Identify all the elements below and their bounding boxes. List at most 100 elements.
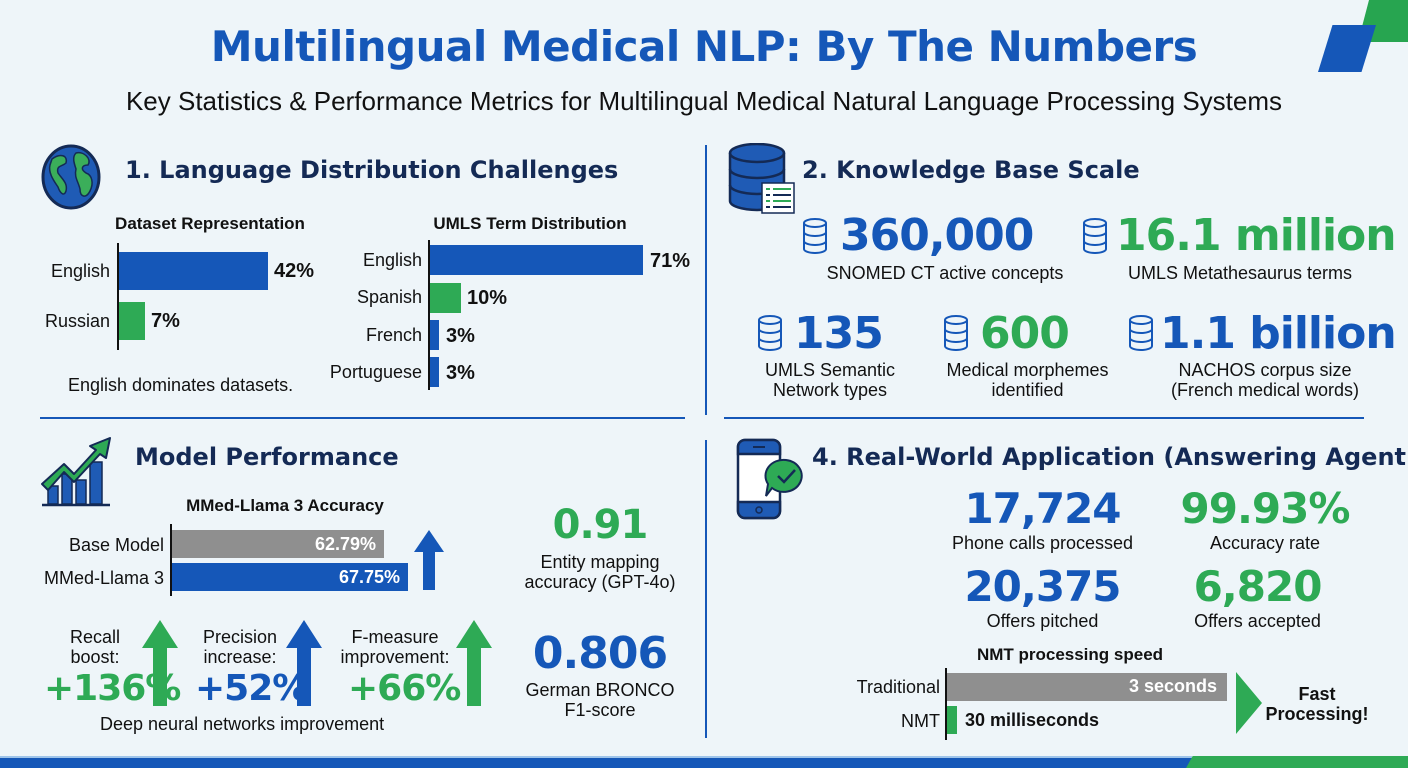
bar-nmt (947, 706, 957, 734)
label-line: NACHOS corpus size (1178, 360, 1352, 380)
bar-label-french: French (365, 325, 422, 345)
label-line: Precision (202, 627, 278, 647)
improvement-label: Recall boost: (50, 627, 140, 667)
bar-portuguese (430, 357, 439, 387)
bar-traditional (947, 673, 1227, 701)
bar-value-nmt: 30 milliseconds (965, 710, 1100, 730)
bar-french (430, 320, 439, 350)
label-line: Medical morphemes (946, 360, 1109, 380)
arrow-up-icon (142, 620, 178, 706)
bar-value-english: 42% (274, 260, 315, 282)
entity-mapping-value: 0.91 (552, 502, 649, 548)
footer-bar-green (1186, 756, 1408, 768)
page-subtitle: Key Statistics & Performance Metrics for… (125, 86, 1283, 116)
stat-label-semantic-types: UMLS Semantic Network types (740, 360, 920, 400)
chart-title: NMT processing speed (976, 645, 1164, 664)
bar-mmed-llama (172, 563, 408, 591)
chart-title: UMLS Term Distribution (433, 214, 627, 233)
database-small-icon (1083, 218, 1107, 254)
bar-label-mmed-llama: MMed-Llama 3 (43, 568, 164, 588)
bar-value-portuguese: 3% (446, 362, 475, 384)
bar-value-russian: 7% (151, 310, 180, 332)
section-title-language: 1. Language Distribution Challenges (125, 156, 619, 184)
bar-label-traditional: Traditional (856, 677, 940, 697)
bar-value-traditional: 3 seconds (1128, 676, 1217, 696)
arrow-up-icon (414, 530, 444, 590)
label-line: increase: (203, 647, 277, 667)
label-line: (French medical words) (1170, 380, 1360, 400)
label-line: Recall (69, 627, 121, 647)
horizontal-divider-left (40, 417, 685, 419)
label-line: Processing! (1265, 704, 1369, 724)
bar-label-english: English (362, 250, 422, 270)
stat-value-semantic-types: 135 (794, 308, 884, 359)
label-line: F-measure (351, 627, 439, 647)
label-line: Network types (772, 380, 888, 400)
bar-label-nmt: NMT (901, 711, 940, 731)
vertical-divider-top (705, 145, 707, 415)
label-line: German BRONCO (525, 680, 675, 700)
horizontal-divider-right (724, 417, 1364, 419)
chart-title: MMed-Llama 3 Accuracy (186, 496, 384, 515)
bar-base-model (172, 530, 384, 558)
label-line: Entity mapping (540, 552, 660, 572)
growth-chart-icon (41, 437, 111, 507)
vertical-divider-bottom (705, 440, 707, 738)
stat-label-accuracy-rate: Accuracy rate (1209, 533, 1321, 553)
arrow-up-icon (456, 620, 492, 706)
bar-label-base-model: Base Model (68, 535, 164, 555)
arrow-right-icon (1236, 672, 1262, 734)
arrow-up-icon (286, 620, 322, 706)
section-title-real-world: 4. Real-World Application (Answering Age… (812, 443, 1408, 471)
page-title: Multilingual Medical NLP: By The Numbers (210, 22, 1198, 71)
globe-icon (41, 144, 101, 210)
bar-value-base-model: 62.79% (314, 534, 376, 554)
improvement-label: F-measure improvement: (330, 627, 460, 667)
database-small-icon (758, 315, 782, 351)
stat-value-umls-terms: 16.1 million (1116, 210, 1397, 261)
stat-value-snomed: 360,000 (840, 210, 1034, 261)
stat-label-phone-calls: Phone calls processed (951, 533, 1134, 553)
stat-label-snomed: SNOMED CT active concepts (826, 263, 1064, 283)
chart-note: English dominates datasets. (68, 375, 294, 395)
label-line: identified (991, 380, 1064, 400)
stat-value-phone-calls: 17,724 (964, 484, 1121, 533)
label-line: accuracy (GPT-4o) (524, 572, 676, 592)
footer-bar-blue (0, 756, 1192, 768)
section-title-knowledge-base: 2. Knowledge Base Scale (802, 156, 1140, 184)
bar-russian (119, 302, 145, 340)
bar-label-portuguese: Portuguese (329, 362, 422, 382)
bar-english (119, 252, 268, 290)
stat-value-nachos: 1.1 billion (1160, 308, 1397, 359)
chart-axis (428, 240, 430, 390)
label-line: Fast (1298, 684, 1336, 704)
phone-chat-check-icon (736, 438, 803, 520)
improvements-caption: Deep neural networks improvement (100, 714, 385, 734)
database-small-icon (803, 218, 827, 254)
label-line: F1-score (564, 700, 636, 720)
improvement-value: +52% (195, 668, 308, 709)
chart-axis (170, 524, 172, 596)
label-line: boost: (70, 647, 120, 667)
bar-value-english: 71% (650, 250, 691, 272)
section-title-model-performance: Model Performance (135, 443, 399, 471)
stat-label-offers-pitched: Offers pitched (986, 611, 1099, 631)
stat-value-morphemes: 600 (980, 308, 1070, 359)
bronco-value: 0.806 (532, 628, 668, 679)
stat-value-offers-pitched: 20,375 (964, 562, 1121, 611)
bar-spanish (430, 283, 461, 313)
database-small-icon (1129, 315, 1153, 351)
bronco-label: German BRONCO F1-score (490, 680, 710, 720)
stat-label-offers-accepted: Offers accepted (1194, 611, 1321, 631)
bar-label-russian: Russian (44, 311, 110, 331)
bar-value-mmed-llama: 67.75% (338, 567, 400, 587)
chart-axis (117, 243, 119, 350)
stat-label-umls-terms: UMLS Metathesaurus terms (1127, 263, 1353, 283)
stat-value-offers-accepted: 6,820 (1193, 562, 1323, 611)
fast-processing-callout: Fast Processing! (1262, 684, 1372, 724)
database-small-icon (944, 315, 968, 351)
label-line: improvement: (340, 647, 450, 667)
database-icon (728, 143, 795, 214)
bar-value-spanish: 10% (467, 287, 508, 309)
bar-label-spanish: Spanish (356, 287, 422, 307)
